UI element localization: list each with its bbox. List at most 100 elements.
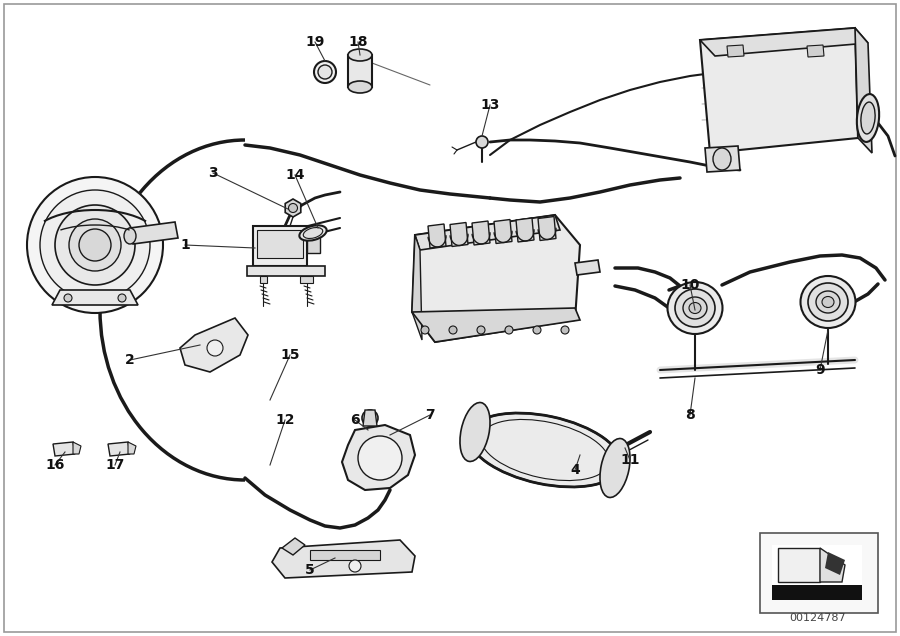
Ellipse shape [808,283,848,321]
Text: 5: 5 [305,563,315,577]
Bar [348,55,372,87]
Polygon shape [307,233,320,253]
Polygon shape [772,545,862,598]
Circle shape [55,205,135,285]
Polygon shape [130,222,178,244]
Polygon shape [257,230,303,258]
Polygon shape [705,146,740,172]
Polygon shape [108,442,130,456]
Polygon shape [128,442,136,454]
Circle shape [40,190,150,300]
Circle shape [27,177,163,313]
Polygon shape [807,45,824,57]
Polygon shape [412,235,422,340]
Ellipse shape [683,297,707,319]
Ellipse shape [348,49,372,61]
Polygon shape [260,276,267,283]
Polygon shape [272,540,415,578]
Circle shape [449,326,457,334]
Ellipse shape [713,148,731,170]
Ellipse shape [675,289,715,327]
Text: 13: 13 [481,98,500,112]
Text: 4: 4 [570,463,580,477]
Ellipse shape [822,296,834,307]
Polygon shape [727,45,744,57]
Polygon shape [820,548,845,582]
Ellipse shape [668,282,723,334]
Ellipse shape [124,228,136,244]
Circle shape [289,204,298,212]
Text: 17: 17 [105,458,125,472]
Text: 1: 1 [180,238,190,252]
Polygon shape [412,308,580,342]
Polygon shape [342,425,415,490]
Text: 8: 8 [685,408,695,422]
Ellipse shape [460,403,490,462]
Polygon shape [73,442,81,454]
Ellipse shape [303,228,323,238]
Polygon shape [825,552,845,575]
Polygon shape [700,28,858,153]
Polygon shape [363,410,377,426]
Polygon shape [855,28,872,153]
Polygon shape [412,215,580,342]
Text: 10: 10 [680,278,699,292]
Text: 18: 18 [348,35,368,49]
Text: 7: 7 [425,408,435,422]
Polygon shape [472,221,490,245]
Circle shape [207,340,223,356]
Polygon shape [778,548,820,582]
Circle shape [421,326,429,334]
Circle shape [505,326,513,334]
Text: 12: 12 [275,413,295,427]
Polygon shape [538,216,556,240]
Text: 2: 2 [125,353,135,367]
Circle shape [318,65,332,79]
Circle shape [349,560,361,572]
Bar [310,550,380,560]
Polygon shape [52,290,138,305]
Circle shape [69,219,121,271]
Ellipse shape [300,225,327,240]
Ellipse shape [689,303,701,314]
Polygon shape [285,199,301,217]
Circle shape [561,326,569,334]
Bar [760,533,878,613]
Circle shape [362,410,378,426]
Text: 19: 19 [305,35,325,49]
Circle shape [118,294,126,302]
Circle shape [477,326,485,334]
Polygon shape [180,318,248,372]
Ellipse shape [800,276,856,328]
Polygon shape [253,226,307,266]
Circle shape [533,326,541,334]
Circle shape [476,136,488,148]
Text: 15: 15 [280,348,300,362]
Circle shape [79,229,111,261]
Text: 6: 6 [350,413,360,427]
Polygon shape [428,224,446,248]
Polygon shape [450,223,468,247]
Polygon shape [575,260,600,275]
Ellipse shape [816,291,840,313]
Circle shape [314,61,336,83]
Text: 9: 9 [815,363,824,377]
Polygon shape [300,276,313,283]
Ellipse shape [857,94,879,142]
Text: 00124787: 00124787 [789,613,846,623]
Ellipse shape [348,81,372,93]
Ellipse shape [600,438,630,497]
Circle shape [358,436,402,480]
Text: 14: 14 [285,168,305,182]
Polygon shape [772,585,862,600]
Polygon shape [282,538,305,555]
Circle shape [64,294,72,302]
Polygon shape [494,219,512,244]
Polygon shape [247,266,325,276]
Ellipse shape [469,413,621,487]
Text: 11: 11 [620,453,640,467]
Text: 3: 3 [208,166,218,180]
Text: 16: 16 [45,458,65,472]
Polygon shape [700,28,868,56]
Polygon shape [415,215,560,250]
